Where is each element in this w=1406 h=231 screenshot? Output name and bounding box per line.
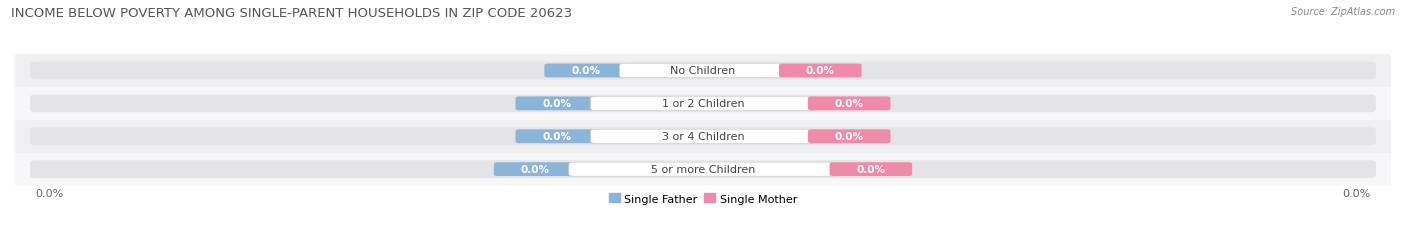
Text: Source: ZipAtlas.com: Source: ZipAtlas.com bbox=[1291, 7, 1395, 17]
FancyBboxPatch shape bbox=[516, 97, 598, 111]
Bar bbox=[15, 120, 1391, 153]
Text: 0.0%: 0.0% bbox=[1343, 188, 1371, 198]
FancyBboxPatch shape bbox=[569, 162, 837, 176]
Text: 5 or more Children: 5 or more Children bbox=[651, 164, 755, 174]
Legend: Single Father, Single Mother: Single Father, Single Mother bbox=[605, 189, 801, 208]
Text: 0.0%: 0.0% bbox=[835, 132, 863, 142]
FancyBboxPatch shape bbox=[30, 161, 1376, 178]
FancyBboxPatch shape bbox=[516, 130, 598, 143]
FancyBboxPatch shape bbox=[494, 163, 576, 176]
FancyBboxPatch shape bbox=[591, 97, 815, 111]
Text: 0.0%: 0.0% bbox=[806, 66, 835, 76]
FancyBboxPatch shape bbox=[808, 97, 890, 111]
FancyBboxPatch shape bbox=[808, 130, 890, 143]
FancyBboxPatch shape bbox=[779, 64, 862, 78]
Bar bbox=[15, 88, 1391, 120]
FancyBboxPatch shape bbox=[30, 95, 1376, 113]
Text: 0.0%: 0.0% bbox=[543, 132, 571, 142]
Text: 0.0%: 0.0% bbox=[835, 99, 863, 109]
Text: 0.0%: 0.0% bbox=[35, 188, 63, 198]
Text: INCOME BELOW POVERTY AMONG SINGLE-PARENT HOUSEHOLDS IN ZIP CODE 20623: INCOME BELOW POVERTY AMONG SINGLE-PARENT… bbox=[11, 7, 572, 20]
Bar bbox=[15, 153, 1391, 186]
Text: 0.0%: 0.0% bbox=[520, 164, 550, 174]
Text: No Children: No Children bbox=[671, 66, 735, 76]
Text: 0.0%: 0.0% bbox=[571, 66, 600, 76]
FancyBboxPatch shape bbox=[830, 163, 912, 176]
FancyBboxPatch shape bbox=[30, 62, 1376, 80]
Text: 3 or 4 Children: 3 or 4 Children bbox=[662, 132, 744, 142]
FancyBboxPatch shape bbox=[591, 130, 815, 144]
Text: 0.0%: 0.0% bbox=[856, 164, 886, 174]
Bar bbox=[15, 55, 1391, 88]
FancyBboxPatch shape bbox=[620, 64, 786, 78]
FancyBboxPatch shape bbox=[30, 128, 1376, 146]
Text: 1 or 2 Children: 1 or 2 Children bbox=[662, 99, 744, 109]
Text: 0.0%: 0.0% bbox=[543, 99, 571, 109]
FancyBboxPatch shape bbox=[544, 64, 627, 78]
